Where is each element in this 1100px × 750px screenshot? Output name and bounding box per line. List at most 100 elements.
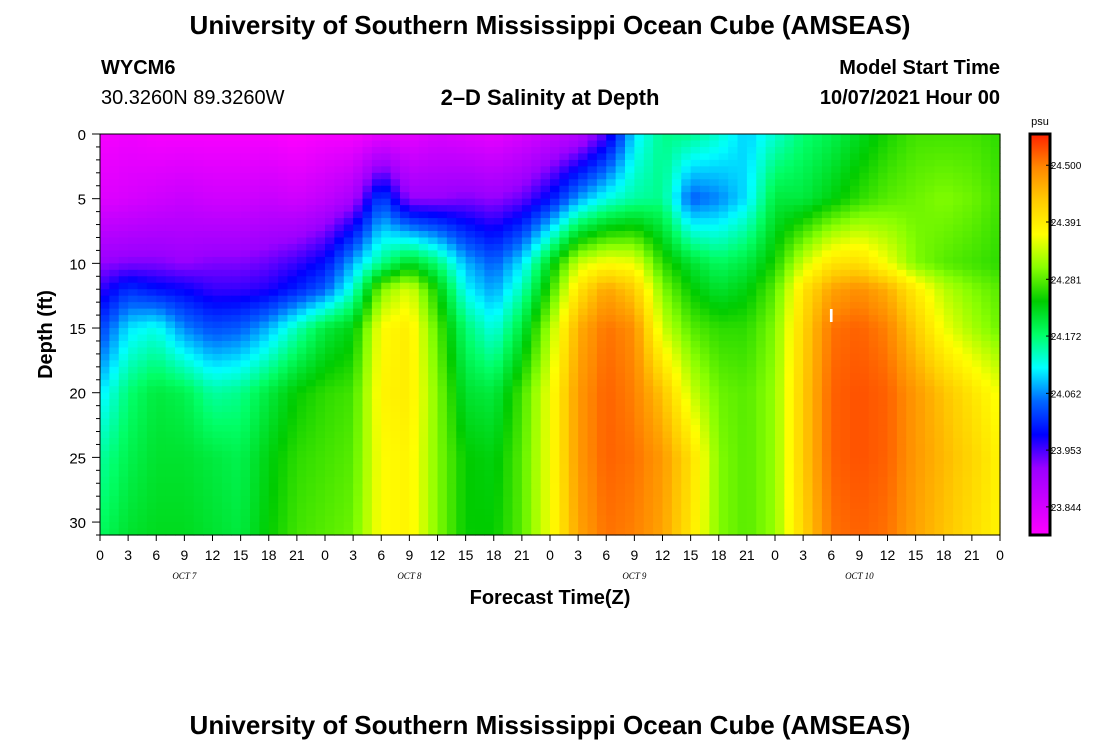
- heatmap-cell: [878, 140, 889, 148]
- heatmap-cell: [109, 463, 120, 471]
- heatmap-cell: [559, 334, 570, 342]
- heatmap-cell: [109, 444, 120, 452]
- heatmap-cell: [925, 302, 935, 310]
- heatmap-cell: [681, 146, 692, 155]
- heatmap-cell: [953, 418, 964, 426]
- heatmap-cell: [634, 134, 645, 142]
- heatmap-cell: [353, 373, 364, 381]
- heatmap-cell: [418, 263, 429, 271]
- heatmap-cell: [475, 405, 485, 413]
- heatmap-cell: [400, 463, 410, 471]
- heatmap-cell: [203, 282, 214, 290]
- heatmap-cell: [390, 231, 401, 239]
- heatmap-cell: [540, 366, 551, 374]
- heatmap-cell: [184, 386, 195, 394]
- heatmap-cell: [915, 450, 926, 458]
- heatmap-cell: [737, 399, 748, 407]
- heatmap-cell: [578, 198, 589, 206]
- heatmap-cell: [325, 340, 335, 349]
- heatmap-cell: [840, 340, 851, 349]
- heatmap-cell: [278, 172, 289, 180]
- heatmap-cell: [156, 360, 167, 368]
- heatmap-cell: [268, 211, 279, 219]
- heatmap-cell: [493, 289, 504, 297]
- heatmap-cell: [231, 328, 242, 336]
- heatmap-cell: [278, 315, 289, 323]
- heatmap-cell: [587, 328, 598, 336]
- heatmap-cell: [578, 405, 589, 413]
- heatmap-cell: [718, 231, 729, 239]
- heatmap-cell: [625, 405, 635, 413]
- heatmap-cell: [793, 256, 804, 264]
- heatmap-cell: [868, 134, 879, 142]
- heatmap-cell: [484, 353, 495, 361]
- heatmap-cell: [559, 418, 570, 426]
- heatmap-cell: [568, 224, 579, 232]
- heatmap-cell: [943, 192, 954, 200]
- heatmap-cell: [840, 159, 851, 167]
- heatmap-cell: [943, 231, 954, 239]
- heatmap-cell: [718, 392, 729, 400]
- heatmap-cell: [428, 205, 439, 213]
- heatmap-cell: [390, 412, 401, 420]
- heatmap-cell: [559, 276, 570, 284]
- heatmap-cell: [596, 276, 607, 284]
- heatmap-cell: [700, 340, 710, 349]
- heatmap-cell: [568, 289, 579, 297]
- heatmap-cell: [906, 172, 917, 180]
- heatmap-cell: [137, 243, 148, 252]
- heatmap-cell: [812, 463, 823, 471]
- heatmap-cell: [803, 289, 814, 297]
- heatmap-cell: [128, 166, 139, 174]
- heatmap-cell: [756, 263, 767, 271]
- heatmap-cell: [812, 399, 823, 407]
- heatmap-cell: [409, 179, 420, 187]
- heatmap-cell: [821, 328, 832, 336]
- heatmap-cell: [390, 463, 401, 471]
- heatmap-cell: [306, 198, 317, 206]
- heatmap-cell: [250, 224, 260, 232]
- heatmap-cell: [681, 379, 692, 387]
- heatmap-cell: [934, 159, 945, 167]
- heatmap-cell: [146, 263, 157, 271]
- heatmap-cell: [662, 379, 673, 387]
- heatmap-cell: [362, 243, 373, 252]
- heatmap-cell: [859, 366, 870, 374]
- heatmap-cell: [475, 224, 485, 232]
- heatmap-cell: [671, 218, 682, 226]
- heatmap-cell: [775, 159, 785, 167]
- heatmap-cell: [128, 211, 139, 219]
- heatmap-cell: [971, 172, 982, 180]
- heatmap-cell: [390, 353, 401, 361]
- heatmap-cell: [493, 353, 504, 361]
- heatmap-cell: [446, 334, 457, 342]
- heatmap-cell: [728, 289, 739, 297]
- heatmap-cell: [615, 308, 626, 316]
- heatmap-cell: [409, 386, 420, 394]
- heatmap-cell: [831, 366, 842, 374]
- heatmap-cell: [925, 198, 935, 206]
- heatmap-cell: [568, 386, 579, 394]
- heatmap-cell: [756, 185, 767, 193]
- heatmap-cell: [221, 282, 232, 290]
- heatmap-cell: [287, 315, 298, 323]
- heatmap-cell: [718, 218, 729, 226]
- heatmap-cell: [718, 269, 729, 277]
- heatmap-cell: [156, 282, 167, 290]
- heatmap-cell: [887, 276, 898, 284]
- heatmap-cell: [887, 231, 898, 239]
- heatmap-cell: [803, 256, 814, 264]
- heatmap-cell: [887, 179, 898, 187]
- heatmap-cell: [362, 263, 373, 271]
- heatmap-cell: [990, 302, 1001, 310]
- heatmap-cell: [915, 412, 926, 420]
- heatmap-cell: [831, 347, 842, 355]
- heatmap-cell: [146, 218, 157, 226]
- heatmap-cell: [596, 192, 607, 200]
- heatmap-cell: [137, 444, 148, 452]
- heatmap-cell: [221, 392, 232, 400]
- heatmap-cell: [409, 347, 420, 355]
- heatmap-cell: [718, 450, 729, 458]
- heatmap-cell: [428, 282, 439, 290]
- heatmap-cell: [446, 140, 457, 148]
